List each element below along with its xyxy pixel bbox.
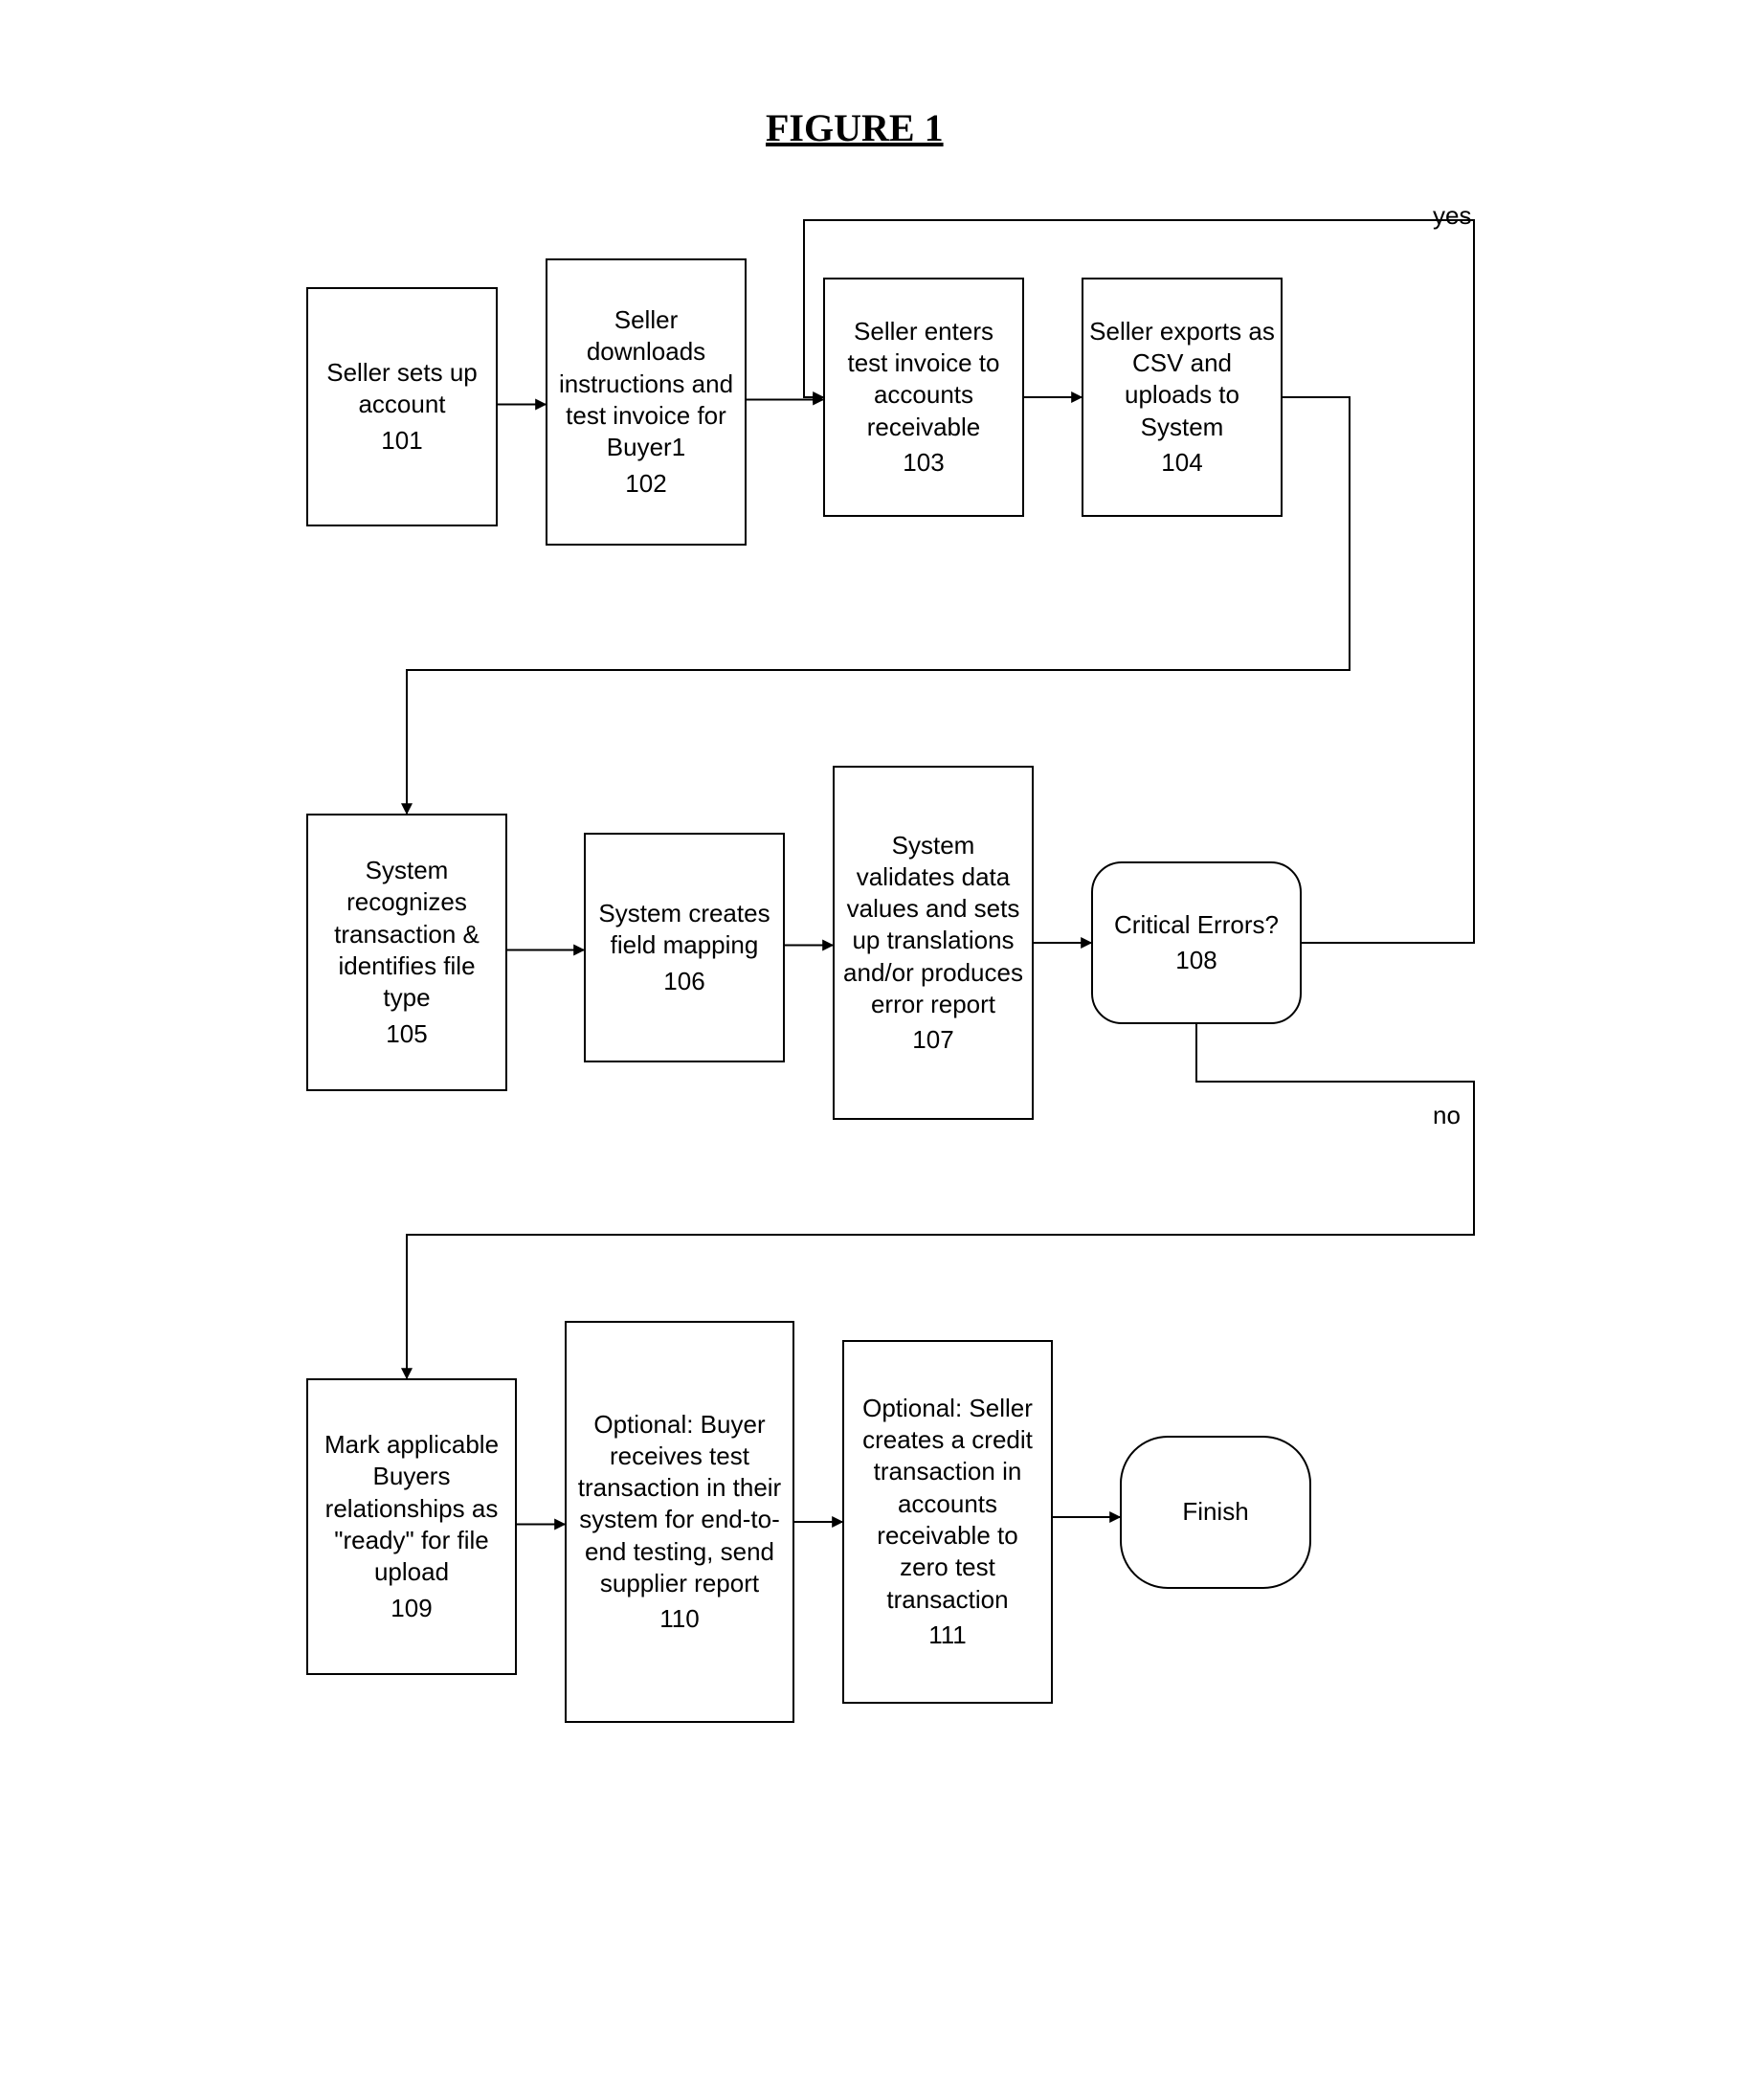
node-ref: 110 <box>659 1603 699 1635</box>
node-text: Optional: Buyer receives test transactio… <box>572 1409 787 1600</box>
node-text: Mark applicable Buyers relationships as … <box>314 1429 509 1588</box>
node-n110: Optional: Buyer receives test transactio… <box>565 1321 794 1723</box>
figure-title: FIGURE 1 <box>766 105 944 150</box>
node-ref: 105 <box>386 1018 427 1050</box>
node-text: Finish <box>1182 1496 1248 1528</box>
node-text: Critical Errors? <box>1114 909 1279 941</box>
node-nFin: Finish <box>1120 1436 1311 1589</box>
node-n107: System validates data values and sets up… <box>833 766 1034 1120</box>
node-n104: Seller exports as CSV and uploads to Sys… <box>1082 278 1283 517</box>
node-ref: 101 <box>381 425 422 457</box>
node-text: Seller exports as CSV and uploads to Sys… <box>1089 316 1275 443</box>
node-n105: System recognizes transaction & identifi… <box>306 814 507 1091</box>
node-ref: 111 <box>928 1620 967 1651</box>
node-ref: 107 <box>912 1024 953 1056</box>
node-n103: Seller enters test invoice to accounts r… <box>823 278 1024 517</box>
node-ref: 106 <box>663 966 704 997</box>
node-n102: Seller downloads instructions and test i… <box>546 258 747 546</box>
node-n109: Mark applicable Buyers relationships as … <box>306 1378 517 1675</box>
edge-label-yes: yes <box>1431 201 1473 231</box>
node-text: Seller sets up account <box>314 357 490 421</box>
node-text: System recognizes transaction & identifi… <box>314 855 500 1014</box>
node-ref: 104 <box>1161 447 1202 479</box>
node-text: System validates data values and sets up… <box>840 830 1026 1021</box>
edge-label-no: no <box>1431 1101 1462 1130</box>
node-ref: 108 <box>1175 945 1216 976</box>
node-n111: Optional: Seller creates a credit transa… <box>842 1340 1053 1704</box>
node-text: System creates field mapping <box>591 898 777 962</box>
node-text: Seller downloads instructions and test i… <box>553 304 739 463</box>
node-ref: 102 <box>625 468 666 500</box>
node-n101: Seller sets up account 101 <box>306 287 498 526</box>
node-text: Optional: Seller creates a credit transa… <box>850 1393 1045 1616</box>
node-ref: 109 <box>391 1593 432 1624</box>
node-n108: Critical Errors? 108 <box>1091 861 1302 1024</box>
node-n106: System creates field mapping 106 <box>584 833 785 1062</box>
node-ref: 103 <box>903 447 944 479</box>
node-text: Seller enters test invoice to accounts r… <box>831 316 1016 443</box>
